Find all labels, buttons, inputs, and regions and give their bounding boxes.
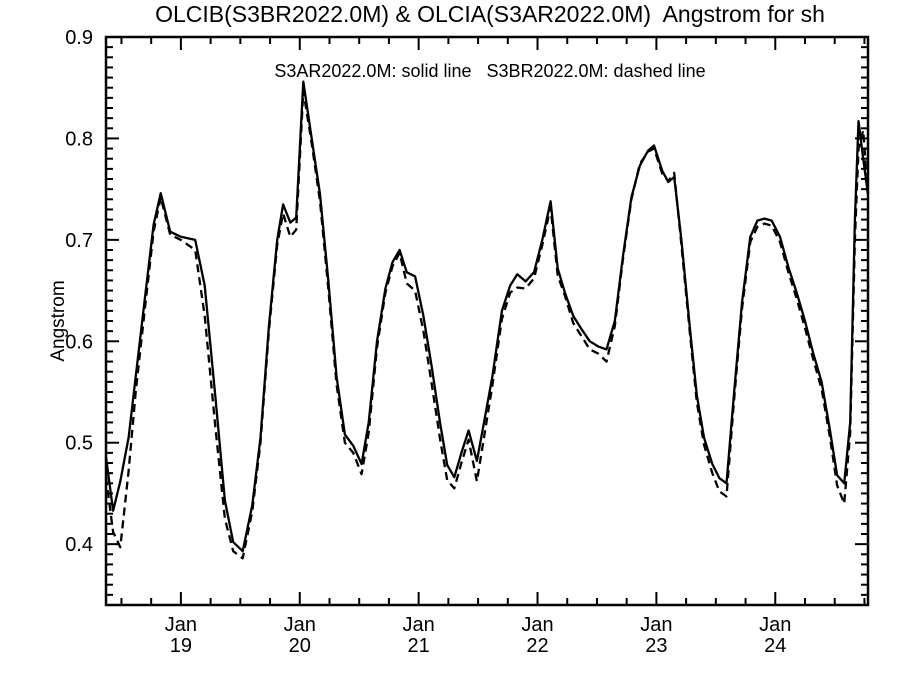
- chart-title: OLCIB(S3BR2022.0M) & OLCIA(S3AR2022.0M) …: [155, 1, 825, 27]
- y-tick-label: 0.8: [65, 128, 93, 150]
- plot-box: [104, 35, 870, 607]
- x-tick-label-day: 23: [645, 635, 667, 657]
- y-tick-label: 0.4: [65, 534, 93, 556]
- x-tick-label-day: 21: [408, 635, 430, 657]
- y-tick-label: 0.7: [65, 230, 93, 252]
- x-tick-label-day: 19: [170, 635, 192, 657]
- x-tick-label-day: 24: [764, 635, 786, 657]
- x-tick-label-day: 22: [526, 635, 548, 657]
- x-tick-label-month: Jan: [759, 614, 791, 636]
- x-tick-label-month: Jan: [284, 614, 316, 636]
- x-tick-label-month: Jan: [640, 614, 672, 636]
- y-tick-label: 0.5: [65, 433, 93, 455]
- y-axis-label: Angstrom: [48, 280, 69, 361]
- series-solid-line: [104, 80, 870, 553]
- x-tick-label-day: 20: [289, 635, 311, 657]
- x-tick-label-month: Jan: [403, 614, 435, 636]
- series-dashed-line: [104, 89, 870, 560]
- x-tick-label-month: Jan: [521, 614, 553, 636]
- x-tick-label-month: Jan: [165, 614, 197, 636]
- y-tick-label: 0.9: [65, 27, 93, 49]
- line-style-legend: S3AR2022.0M: solid line S3BR2022.0M: das…: [274, 61, 706, 81]
- y-tick-label: 0.6: [65, 331, 93, 353]
